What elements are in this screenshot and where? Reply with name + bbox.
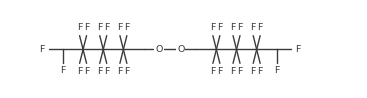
Text: F: F: [97, 67, 102, 76]
Text: F: F: [97, 23, 102, 32]
Text: F: F: [60, 66, 66, 75]
Text: F: F: [251, 23, 256, 32]
Text: F: F: [258, 67, 263, 76]
Text: O: O: [177, 45, 184, 54]
Text: F: F: [258, 23, 263, 32]
Text: F: F: [104, 23, 109, 32]
Text: F: F: [210, 67, 215, 76]
Text: F: F: [230, 23, 236, 32]
Text: F: F: [77, 67, 82, 76]
Text: F: F: [274, 66, 280, 75]
Text: F: F: [217, 67, 222, 76]
Text: F: F: [237, 67, 243, 76]
Text: F: F: [84, 23, 89, 32]
Text: F: F: [117, 23, 123, 32]
Text: F: F: [124, 67, 130, 76]
Text: F: F: [295, 45, 301, 54]
Text: F: F: [84, 67, 89, 76]
Text: O: O: [155, 45, 163, 54]
Text: F: F: [77, 23, 82, 32]
Text: F: F: [237, 23, 243, 32]
Text: F: F: [210, 23, 215, 32]
Text: F: F: [117, 67, 123, 76]
Text: F: F: [251, 67, 256, 76]
Text: F: F: [124, 23, 130, 32]
Text: F: F: [217, 23, 222, 32]
Text: F: F: [39, 45, 45, 54]
Text: F: F: [104, 67, 109, 76]
Text: F: F: [230, 67, 236, 76]
